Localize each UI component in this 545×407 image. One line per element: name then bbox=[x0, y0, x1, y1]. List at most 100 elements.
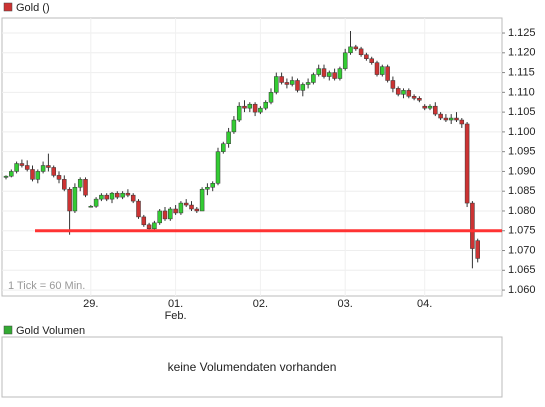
candle-body bbox=[427, 105, 433, 109]
candle-body bbox=[279, 76, 284, 83]
candle-body bbox=[454, 117, 459, 121]
candle-body bbox=[327, 72, 332, 77]
candle-body bbox=[470, 202, 475, 249]
candle-body bbox=[252, 103, 258, 113]
candle-body bbox=[411, 96, 417, 99]
y-tick-label: 1.080 bbox=[508, 205, 536, 217]
candle-body bbox=[40, 165, 46, 172]
y-tick-label: 1.060 bbox=[508, 284, 536, 296]
candle-body bbox=[242, 105, 247, 109]
candle-body bbox=[274, 76, 279, 93]
candle-body bbox=[353, 46, 359, 50]
candle-body bbox=[9, 171, 14, 177]
candle-body bbox=[210, 183, 215, 188]
candle-body bbox=[104, 194, 109, 200]
y-tick-label: 1.090 bbox=[508, 165, 536, 177]
candle-body bbox=[300, 84, 306, 91]
candle-body bbox=[125, 192, 131, 196]
legend-label: Gold () bbox=[16, 2, 50, 14]
candle-body bbox=[215, 151, 221, 184]
candle-body bbox=[417, 98, 422, 101]
legend-label: Gold Volumen bbox=[16, 325, 85, 337]
candle-body bbox=[83, 179, 88, 196]
y-tick-label: 1.075 bbox=[508, 225, 536, 237]
candle-body bbox=[93, 198, 99, 207]
candle-body bbox=[157, 210, 162, 224]
candle-body bbox=[130, 194, 136, 202]
candle-body bbox=[342, 52, 348, 69]
candle-body bbox=[236, 105, 242, 121]
candle-body bbox=[205, 187, 210, 190]
candle-body bbox=[448, 117, 454, 121]
legend-swatch bbox=[3, 325, 13, 335]
legend-swatch bbox=[3, 2, 13, 12]
y-tick-label: 1.110 bbox=[508, 86, 535, 98]
y-tick-label: 1.065 bbox=[508, 264, 536, 276]
candle-body bbox=[199, 188, 205, 212]
plot-frame bbox=[1, 17, 503, 297]
candle-body bbox=[289, 80, 295, 85]
candle-body bbox=[369, 58, 374, 63]
candle-body bbox=[295, 80, 300, 91]
candle-body bbox=[51, 167, 56, 176]
candle-body bbox=[385, 66, 390, 81]
candle-body bbox=[364, 54, 369, 59]
candle-body bbox=[152, 222, 157, 230]
candle-body bbox=[231, 119, 237, 133]
candle-body bbox=[3, 175, 9, 178]
candle-body bbox=[146, 224, 152, 230]
y-tick-label: 1.120 bbox=[508, 47, 536, 59]
candle-body bbox=[189, 204, 194, 210]
candle-body bbox=[247, 103, 253, 109]
candle-body bbox=[24, 165, 30, 170]
candle-body bbox=[56, 175, 62, 180]
candle-body bbox=[374, 62, 380, 75]
candle-body bbox=[438, 113, 443, 119]
candle-body bbox=[263, 101, 268, 109]
candle-body bbox=[178, 202, 184, 214]
candle-body bbox=[67, 188, 72, 212]
candle-body bbox=[380, 66, 385, 75]
candle-body bbox=[221, 143, 226, 152]
candle-body bbox=[120, 192, 125, 198]
candle-body bbox=[390, 80, 396, 89]
candle-body bbox=[332, 72, 337, 79]
y-tick-label: 1.100 bbox=[508, 126, 536, 138]
candle-body bbox=[443, 117, 449, 121]
candle-body bbox=[14, 163, 19, 172]
candle-body bbox=[395, 88, 401, 95]
candle-body bbox=[321, 68, 327, 77]
candle-body bbox=[464, 123, 470, 204]
candle-body bbox=[35, 171, 41, 180]
y-tick-label: 1.115 bbox=[508, 66, 535, 78]
candle-body bbox=[168, 208, 173, 220]
candle-body bbox=[337, 68, 343, 79]
candle-body bbox=[401, 90, 406, 95]
candle-body bbox=[305, 82, 311, 85]
candle-body bbox=[19, 163, 25, 166]
candle-body bbox=[311, 74, 316, 83]
candle-body bbox=[162, 210, 168, 220]
candle-body bbox=[88, 205, 94, 208]
candle-body bbox=[30, 169, 35, 180]
candle-body bbox=[406, 90, 412, 97]
candle-body bbox=[358, 48, 364, 56]
y-tick-label: 1.125 bbox=[508, 27, 536, 39]
volume-message: keine Volumendaten vorhanden bbox=[168, 360, 337, 374]
candle-body bbox=[72, 187, 78, 212]
candle-body bbox=[433, 105, 438, 115]
candle-body bbox=[136, 200, 141, 218]
candle-body bbox=[316, 68, 321, 75]
x-month-label: Feb. bbox=[165, 310, 187, 322]
candle-body bbox=[62, 179, 67, 190]
candle-body bbox=[46, 165, 51, 168]
candle-body bbox=[141, 216, 147, 226]
candle-body bbox=[459, 119, 465, 125]
volume-frame bbox=[1, 336, 503, 398]
candle-body bbox=[109, 192, 115, 200]
x-tick-label: 02. bbox=[253, 298, 268, 310]
candle-body bbox=[422, 105, 427, 109]
candle-body bbox=[348, 46, 353, 54]
x-tick-label: 01. bbox=[168, 298, 183, 310]
